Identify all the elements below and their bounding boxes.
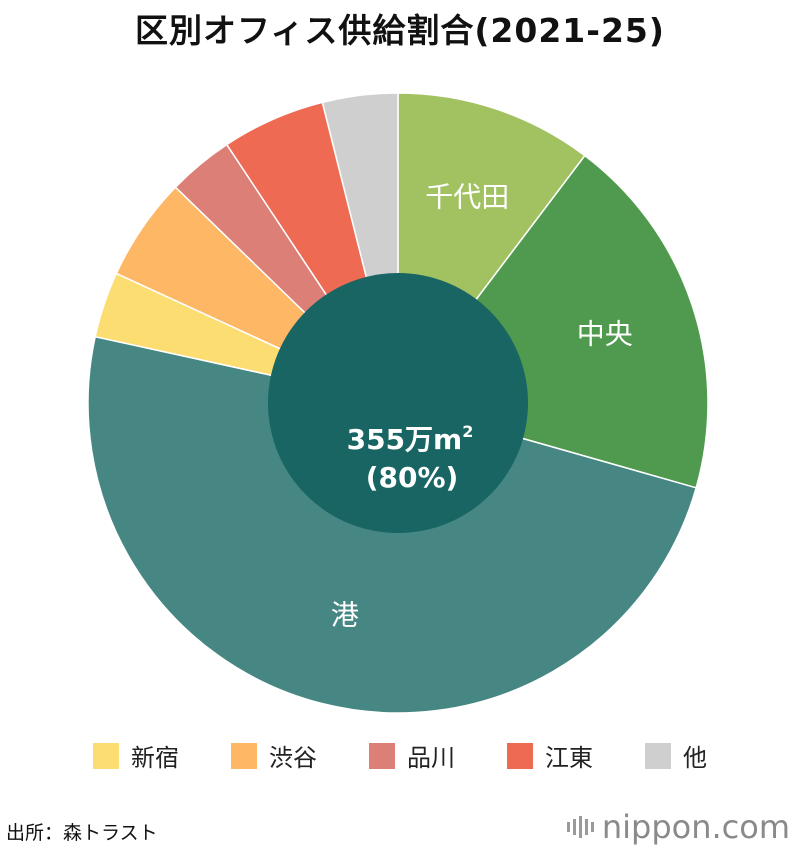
slice-label-1: 中央 — [577, 318, 633, 351]
legend-swatch — [369, 742, 395, 769]
legend-swatch — [507, 742, 533, 769]
legend: 新宿 渋谷 品川 江東 他 — [0, 738, 800, 773]
legend-label: 渋谷 — [269, 744, 317, 772]
brand-mark-icon — [566, 816, 594, 838]
source-note: 出所：森トラスト — [6, 822, 158, 844]
legend-item-3: 江東 — [507, 738, 593, 773]
legend-label: 他 — [683, 744, 707, 772]
brand-logo: nippon.com — [566, 808, 790, 846]
chart-title: 区別オフィス供給割合(2021-25) — [135, 11, 665, 50]
legend-item-4: 他 — [645, 738, 707, 773]
center-circle — [268, 273, 528, 533]
slice-label-2: 港 — [331, 598, 359, 631]
center-percent-label: (80%) — [366, 461, 459, 494]
legend-label: 新宿 — [131, 744, 179, 772]
legend-item-2: 品川 — [369, 738, 455, 773]
legend-swatch — [231, 742, 257, 769]
legend-item-1: 渋谷 — [231, 738, 317, 773]
slice-label-0: 千代田 — [425, 180, 509, 213]
legend-label: 品川 — [407, 744, 455, 772]
legend-item-0: 新宿 — [93, 738, 179, 773]
brand-text: nippon.com — [601, 808, 790, 846]
legend-label: 江東 — [545, 744, 593, 772]
legend-swatch — [93, 742, 119, 769]
legend-swatch — [645, 742, 671, 769]
center-value-label: 355万m2 — [347, 422, 474, 456]
